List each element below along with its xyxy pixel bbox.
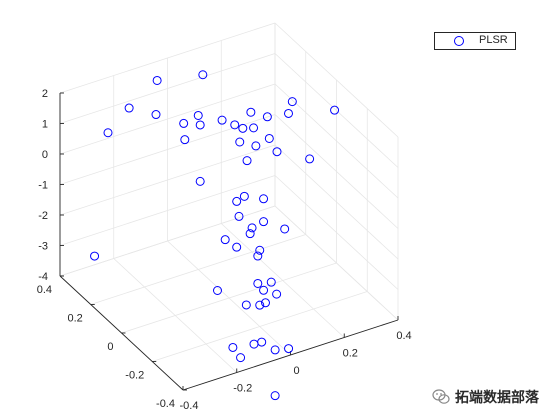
- y-tick-label: -0.4: [156, 398, 175, 410]
- data-point: [220, 235, 230, 245]
- data-point: [259, 285, 269, 295]
- data-point: [228, 342, 238, 352]
- data-point: [213, 286, 222, 295]
- data-point: [179, 118, 189, 128]
- data-point: [90, 251, 100, 261]
- data-point: [241, 300, 251, 310]
- data-point: [259, 217, 269, 227]
- data-point: [255, 300, 265, 310]
- data-point: [305, 154, 315, 164]
- legend[interactable]: PLSR: [434, 32, 516, 50]
- back-wall-grid-line: [59, 175, 276, 246]
- z-tick-label: 0: [42, 149, 48, 161]
- floor-grid-line: [121, 262, 337, 334]
- data-point: [247, 223, 257, 233]
- x-tick-label: 0.4: [396, 330, 411, 342]
- side-wall-grid-line: [274, 175, 399, 290]
- data-point: [103, 128, 113, 138]
- data-point: [262, 112, 272, 122]
- back-wall-grid-line: [59, 22, 276, 94]
- tick-labels: -0.4-0.200.20.4-0.4-0.200.20.4-4-3-2-101…: [37, 88, 412, 412]
- data-point: [270, 391, 280, 401]
- data-point: [259, 194, 269, 204]
- back-wall-grid-line: [59, 53, 276, 124]
- data-point: [124, 103, 134, 113]
- data-point: [280, 224, 290, 234]
- side-wall-grid-line: [274, 22, 399, 138]
- data-point: [238, 123, 248, 133]
- data-point: [253, 278, 263, 288]
- grid-layer: [59, 22, 399, 391]
- data-point: [253, 251, 263, 261]
- side-wall-grid-line: [274, 114, 399, 229]
- z-tick-label: 2: [42, 88, 48, 100]
- side-wall-grid-line: [274, 83, 399, 199]
- data-point: [236, 353, 246, 363]
- data-point: [272, 147, 282, 157]
- back-wall-grid-line: [59, 83, 276, 155]
- data-points: [90, 70, 340, 401]
- back-wall-grid-line: [59, 205, 276, 277]
- x-tick-label: -0.2: [233, 383, 252, 395]
- data-point: [261, 298, 270, 308]
- z-tick-label: 1: [42, 119, 48, 131]
- data-point: [272, 289, 282, 299]
- data-point: [257, 337, 267, 347]
- data-point: [287, 97, 297, 107]
- x-tick-label: 0.2: [343, 348, 358, 360]
- x-tick-label: -0.4: [180, 400, 199, 412]
- y-tick-label: -0.2: [125, 370, 144, 382]
- data-point: [284, 108, 293, 118]
- data-point: [180, 135, 190, 145]
- axis-layer: [59, 92, 399, 391]
- z-tick-label: -2: [38, 210, 48, 222]
- floor-grid-line: [152, 291, 368, 362]
- y-tick-label: 0: [107, 341, 113, 353]
- data-point: [242, 156, 252, 166]
- data-point: [195, 120, 205, 130]
- data-point: [246, 107, 256, 117]
- y-tick-label: 0.2: [67, 313, 82, 325]
- data-point: [232, 196, 242, 206]
- data-point: [195, 176, 205, 186]
- z-tick-label: -1: [38, 180, 48, 192]
- legend-label: PLSR: [479, 34, 508, 46]
- y-tick-label: 0.4: [37, 284, 52, 296]
- data-point: [330, 105, 340, 115]
- data-point: [232, 242, 242, 252]
- data-point: [249, 339, 259, 349]
- data-point: [255, 245, 265, 255]
- side-wall-grid-line: [274, 205, 399, 321]
- data-point: [249, 123, 259, 133]
- legend-marker-icon: [454, 36, 464, 46]
- z-tick-label: -4: [38, 271, 48, 283]
- data-point: [235, 137, 245, 147]
- data-point: [234, 211, 244, 221]
- data-point: [230, 120, 240, 130]
- z-tick-label: -3: [38, 241, 48, 253]
- floor-grid-line: [90, 234, 306, 305]
- data-point: [193, 110, 203, 120]
- data-point: [270, 345, 280, 355]
- back-wall-grid-line: [59, 144, 276, 216]
- data-point: [266, 277, 276, 287]
- data-point: [151, 110, 161, 120]
- x-tick-label: 0: [293, 365, 299, 377]
- data-point: [284, 344, 294, 354]
- data-point: [264, 133, 274, 143]
- wechat-logo-icon: [432, 389, 450, 404]
- watermark: 拓端数据部落: [432, 386, 539, 408]
- data-point: [217, 115, 227, 125]
- watermark-text: 拓端数据部落: [455, 390, 539, 406]
- data-point: [239, 191, 249, 201]
- data-point: [152, 75, 162, 85]
- data-point: [251, 141, 261, 151]
- data-point: [198, 70, 208, 80]
- side-wall-grid-line: [274, 53, 399, 168]
- data-point: [245, 229, 255, 239]
- side-wall-grid-line: [274, 144, 399, 260]
